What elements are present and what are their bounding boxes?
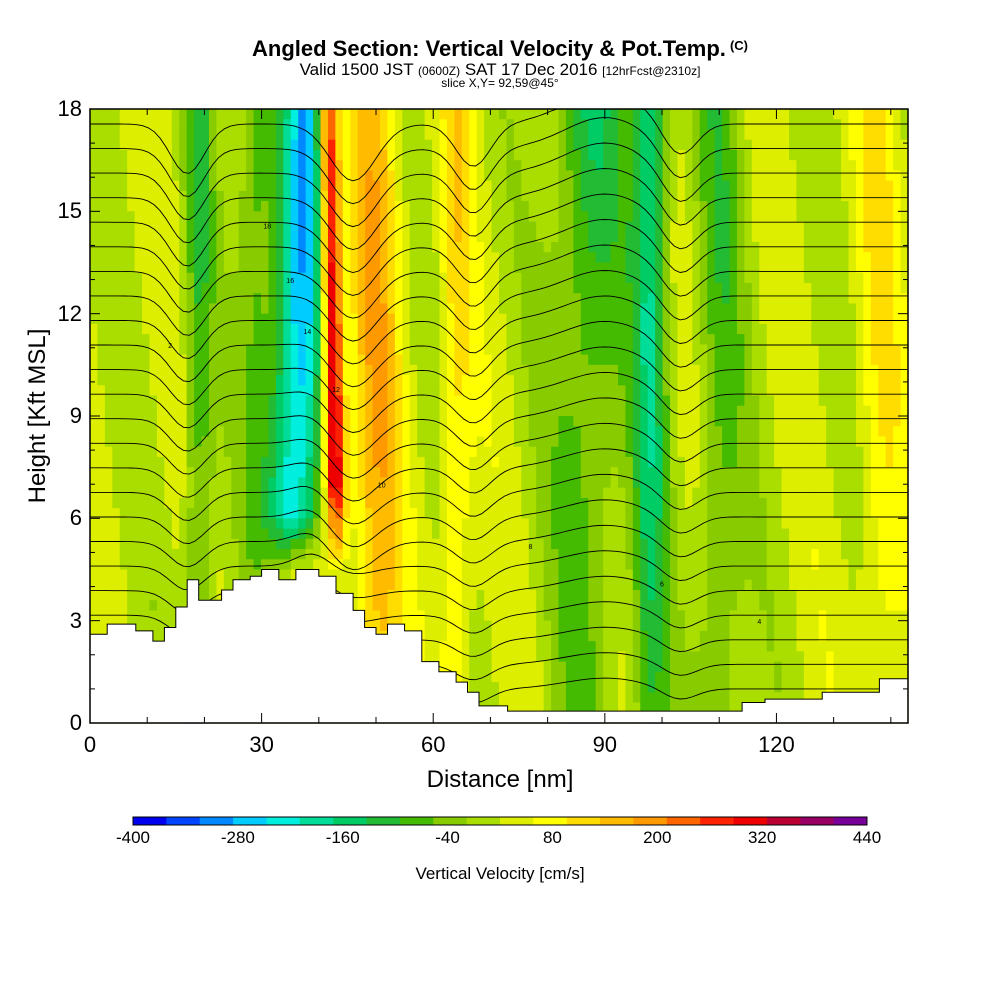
- colorbar-swatch: [199, 817, 234, 825]
- chart-subtitle: Valid 1500 JST (0600Z) SAT 17 Dec 2016 […: [0, 60, 1000, 80]
- colorbar-swatch: [700, 817, 734, 825]
- valid-zulu: (0600Z): [418, 64, 461, 78]
- colorbar-swatch: [333, 817, 367, 825]
- colorbar-swatch: [299, 817, 334, 825]
- theta-contour-label: 14: [304, 329, 312, 336]
- colorbar-swatch: [600, 817, 634, 825]
- y-tick-label: 18: [57, 96, 82, 121]
- forecast-info: [12hrFcst@2310z]: [602, 64, 701, 78]
- colorbar-swatch: [233, 817, 267, 825]
- theta-contour-label: 16: [286, 278, 294, 285]
- colorbar-swatch: [733, 817, 768, 825]
- colorbar-label: Vertical Velocity [cm/s]: [415, 864, 585, 883]
- theta-contour-label: 6: [660, 582, 664, 589]
- theta-contour-label: 4: [757, 619, 761, 626]
- theta-contour-label: 2: [168, 343, 172, 350]
- x-tick-label: 60: [420, 732, 446, 757]
- colorbar-swatch: [833, 817, 868, 825]
- colorbar-swatch: [500, 817, 534, 825]
- colorbar-tick-label: 80: [542, 828, 562, 847]
- tick-marks: [89, 108, 908, 724]
- y-tick-label: 9: [69, 403, 82, 428]
- velocity-field: [90, 109, 909, 724]
- colorbar-swatch: [666, 817, 701, 825]
- theta-contour-label: 18: [263, 223, 271, 230]
- colorbar-swatch: [266, 817, 301, 825]
- colorbar-tick-label: -400: [115, 828, 151, 847]
- valid-date: SAT 17 Dec 2016: [464, 60, 598, 79]
- colorbar-swatch: [800, 817, 835, 825]
- colorbar-swatch: [433, 817, 468, 825]
- colorbar: [132, 816, 868, 826]
- colorbar-swatch: [566, 817, 601, 825]
- chart-title-unit: (C): [729, 38, 748, 53]
- valid-time: Valid 1500 JST: [299, 60, 414, 79]
- terrain: [89, 569, 909, 724]
- colorbar-tick-label: 320: [747, 828, 777, 847]
- colorbar-swatch: [133, 817, 167, 825]
- colorbar-tick-label: -280: [220, 828, 255, 847]
- x-tick-label: 30: [249, 732, 274, 757]
- colorbar-swatch: [633, 817, 668, 825]
- colorbar-tick-label: -40: [435, 828, 460, 847]
- x-tick-label: 120: [758, 732, 795, 757]
- colorbar-tick-label: 200: [643, 828, 672, 847]
- y-tick-label: 6: [69, 505, 82, 531]
- colorbar-tick-label: 440: [852, 828, 882, 847]
- chart-title-text: Angled Section: Vertical Velocity & Pot.…: [252, 36, 726, 61]
- colorbar-swatch: [533, 817, 568, 825]
- y-tick-label: 3: [69, 607, 82, 633]
- colorbar-swatch: [766, 817, 801, 825]
- slice-info: slice X,Y= 92,59@45°: [441, 76, 559, 90]
- theta-contour-label: 10: [378, 483, 386, 490]
- x-tick-label: 90: [592, 732, 618, 757]
- y-tick-label: 12: [57, 300, 82, 326]
- theta-contour-label: 8: [529, 544, 533, 551]
- y-tick-label: 15: [57, 198, 82, 224]
- colorbar-swatch: [366, 817, 401, 825]
- y-tick-label: 0: [69, 710, 82, 735]
- colorbar-swatch: [399, 817, 434, 825]
- x-tick-label: 0: [83, 732, 97, 757]
- theta-contour-label: 12: [332, 387, 340, 394]
- x-axis-label: Distance [nm]: [426, 766, 574, 793]
- chart-title: Angled Section: Vertical Velocity & Pot.…: [0, 36, 1000, 62]
- colorbar-swatch: [466, 817, 501, 825]
- colorbar-tick-label: -160: [325, 828, 360, 847]
- colorbar-swatch: [166, 817, 201, 825]
